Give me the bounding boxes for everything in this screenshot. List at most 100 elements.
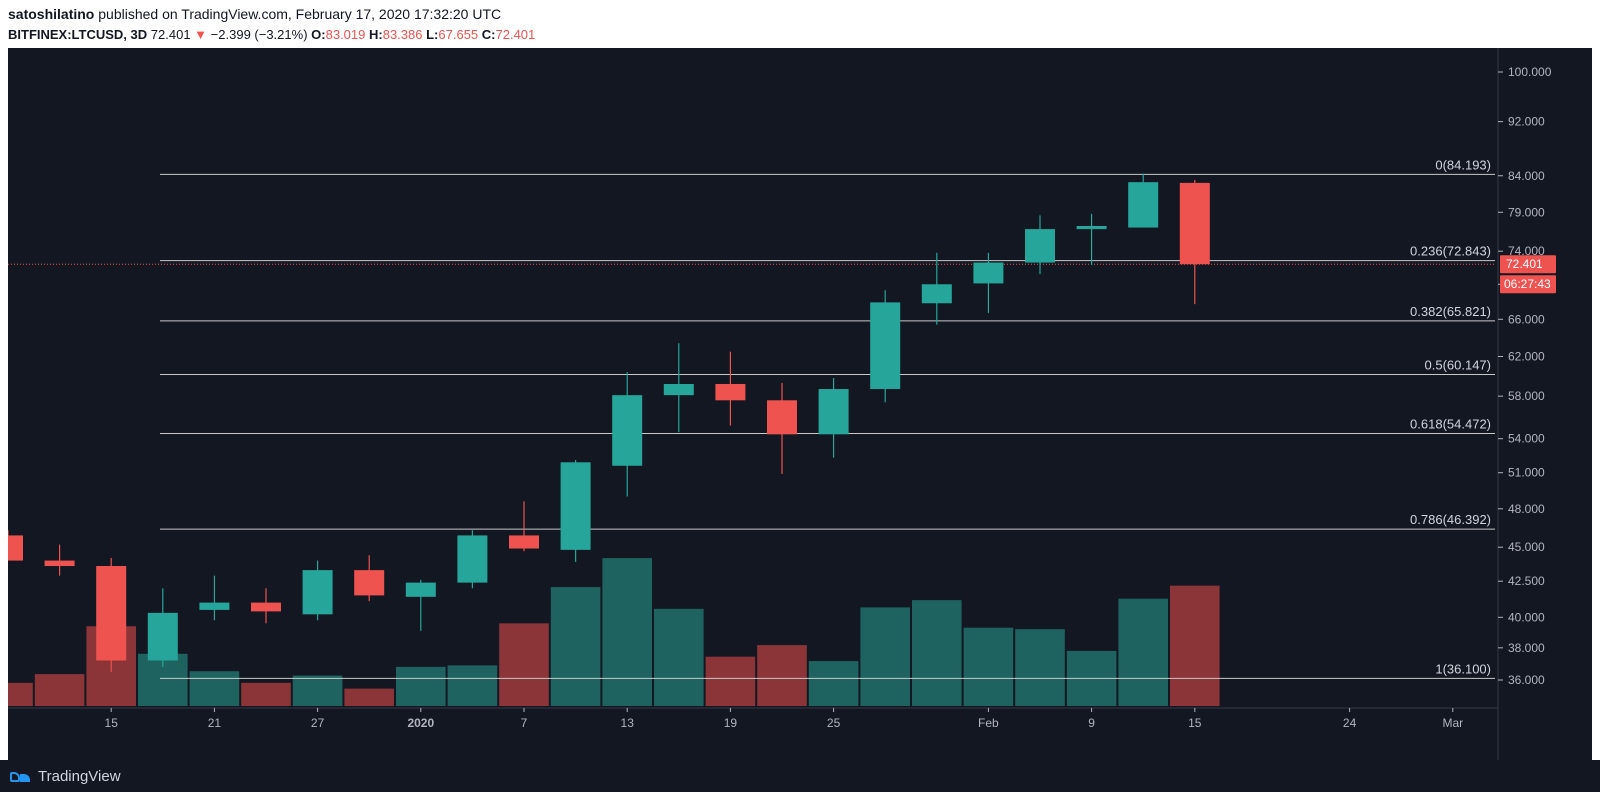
countdown-badge: [1500, 275, 1556, 294]
quote-line: BITFINEX:LTCUSD, 3D 72.401 ▼ −2.399 (−3.…: [8, 27, 535, 42]
last-price-badge: [1500, 255, 1556, 274]
open-value: 83.019: [325, 27, 366, 42]
fib-level-label: 0.236(72.843): [1410, 244, 1491, 259]
price-tick-label: 79.000: [1508, 205, 1545, 219]
volume-bar: [499, 623, 549, 706]
last-price: 72.401: [150, 27, 191, 42]
candlestick-chart[interactable]: 0(84.193) 0.236(72.843) 0.382(65.821) 0.5(6…: [8, 48, 1592, 760]
time-tick-label: 13: [621, 716, 635, 730]
volume-bar: [602, 558, 652, 706]
close-value: 72.401: [495, 27, 536, 42]
symbol-label[interactable]: BITFINEX:LTCUSD, 3D: [8, 27, 148, 42]
fib-level-label: 1(36.100): [1435, 661, 1491, 676]
candle-body: [818, 389, 849, 435]
open-label: O:: [311, 27, 326, 42]
time-tick-label: 15: [1188, 716, 1202, 730]
price-tick-label: 58.000: [1508, 389, 1545, 403]
fib-level-label: 0.5(60.147): [1425, 358, 1492, 373]
fib-level-label: 0.382(65.821): [1410, 304, 1491, 319]
volume-bar: [8, 682, 33, 706]
candle-body: [1025, 229, 1055, 263]
fib-level-label: 0.618(54.472): [1410, 417, 1491, 432]
candle-body: [767, 400, 797, 435]
candle-body: [251, 602, 281, 612]
published-text: published on TradingView.com, February 1…: [98, 6, 502, 22]
candle-body: [457, 535, 488, 583]
price-tick-label: 66.000: [1508, 312, 1545, 326]
axes-layer: 100.00092.00084.00079.00074.00070.00066.…: [8, 48, 1556, 760]
volume-bar: [705, 656, 756, 706]
volume-bar: [344, 688, 394, 706]
candle-body: [147, 612, 178, 661]
volume-bar: [654, 608, 704, 706]
candle-body: [96, 566, 127, 661]
time-tick-label: 21: [208, 716, 222, 730]
chart-header: satoshilatino published on TradingView.c…: [0, 0, 1600, 48]
candle-body: [921, 284, 952, 304]
time-tick-label: 19: [724, 716, 738, 730]
price-tick-label: 92.000: [1508, 115, 1545, 129]
volume-bar: [34, 674, 85, 706]
last-price-badge-text: 72.401: [1506, 257, 1543, 271]
candle-body: [663, 383, 694, 396]
candle-body: [560, 462, 591, 550]
chart-area[interactable]: 0(84.193) 0.236(72.843) 0.382(65.821) 0.5(6…: [8, 48, 1592, 760]
candle-body: [612, 395, 643, 466]
high-value: 83.386: [382, 27, 423, 42]
price-tick-label: 36.000: [1508, 673, 1545, 687]
price-tick-label: 62.000: [1508, 349, 1545, 363]
volume-bar: [1015, 629, 1065, 706]
candle-body: [1076, 225, 1107, 230]
price-tick-label: 42.500: [1508, 574, 1545, 588]
price-tick-label: 51.000: [1508, 466, 1545, 480]
tradingview-logo[interactable]: TradingView: [10, 768, 121, 785]
price-change: −2.399 (−3.21%): [210, 27, 308, 42]
time-tick-label: Feb: [978, 716, 999, 730]
time-tick-label: Mar: [1442, 716, 1463, 730]
volume-bar: [292, 675, 343, 706]
volume-bar: [860, 607, 910, 706]
candles-layer: [8, 173, 1210, 672]
down-arrow-icon: ▼: [194, 27, 208, 42]
price-tick-label: 40.000: [1508, 610, 1545, 624]
candle-body: [1128, 182, 1159, 228]
volume-bar: [912, 600, 962, 706]
fibonacci-retracement: 0(84.193) 0.236(72.843) 0.382(65.821) 0.5(6…: [8, 157, 1496, 679]
publisher-line: satoshilatino published on TradingView.c…: [8, 6, 501, 22]
price-tick-label: 38.000: [1508, 641, 1545, 655]
candle-body: [870, 302, 901, 390]
low-value: 67.655: [438, 27, 479, 42]
price-tick-label: 48.000: [1508, 502, 1545, 516]
candle-body: [8, 535, 23, 561]
volume-bar: [189, 671, 240, 706]
volume-bar: [396, 666, 446, 706]
volume-bar: [447, 665, 498, 706]
candle-body: [354, 570, 385, 596]
candle-body: [405, 582, 436, 597]
candle-body: [44, 560, 75, 567]
price-tick-label: 45.000: [1508, 540, 1545, 554]
volume-bar: [241, 682, 291, 706]
time-tick-label: 15: [105, 716, 119, 730]
candle-body: [509, 535, 539, 549]
time-tick-label: 27: [311, 716, 325, 730]
price-tick-label: 84.000: [1508, 169, 1545, 183]
candle-body: [199, 602, 230, 610]
time-tick-label: 2020: [407, 716, 434, 730]
high-label: H:: [369, 27, 383, 42]
volume-bar: [1118, 598, 1168, 706]
tradingview-brand: TradingView: [38, 768, 121, 785]
price-tick-label: 74.000: [1508, 244, 1545, 258]
candle-body: [302, 570, 333, 615]
time-tick-label: 9: [1088, 716, 1095, 730]
volume-bar: [757, 645, 807, 706]
footer-bar: TradingView: [0, 760, 1600, 792]
candle-body: [1179, 182, 1210, 265]
fib-level-label: 0(84.193): [1435, 157, 1491, 172]
time-tick-label: 7: [521, 716, 528, 730]
countdown-badge-text: 06:27:43: [1504, 277, 1551, 291]
author-name[interactable]: satoshilatino: [8, 6, 95, 22]
volume-bar: [963, 627, 1014, 706]
candle-body: [715, 383, 746, 401]
volume-bar: [1170, 585, 1220, 706]
